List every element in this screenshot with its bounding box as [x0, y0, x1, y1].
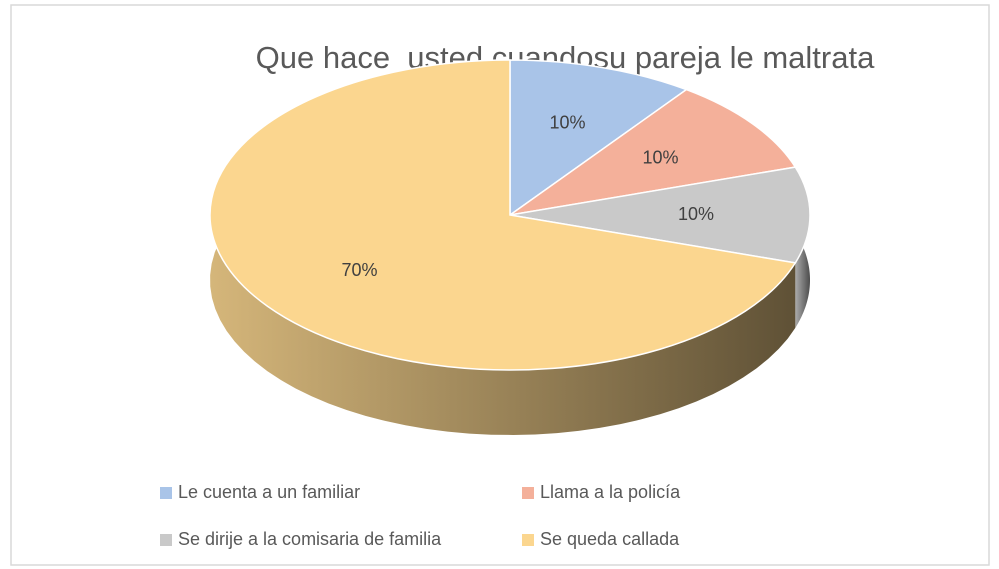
legend-swatch [522, 534, 534, 546]
legend-label: Se dirije a la comisaria de familia [178, 529, 442, 549]
data-label: 10% [549, 112, 585, 132]
slice [509, 59, 688, 217]
legend-label: Llama a la policía [540, 482, 681, 502]
data-label: 70% [342, 260, 378, 280]
data-label: 10% [642, 147, 678, 167]
legend-label: Le cuenta a un familiar [178, 482, 360, 502]
slice [509, 88, 797, 216]
legend-swatch [160, 487, 172, 499]
slice [509, 166, 811, 264]
legend-swatch [522, 487, 534, 499]
legend-swatch [160, 534, 172, 546]
data-label: 10% [678, 204, 714, 224]
legend-label: Se queda callada [540, 529, 680, 549]
slice [209, 59, 797, 371]
